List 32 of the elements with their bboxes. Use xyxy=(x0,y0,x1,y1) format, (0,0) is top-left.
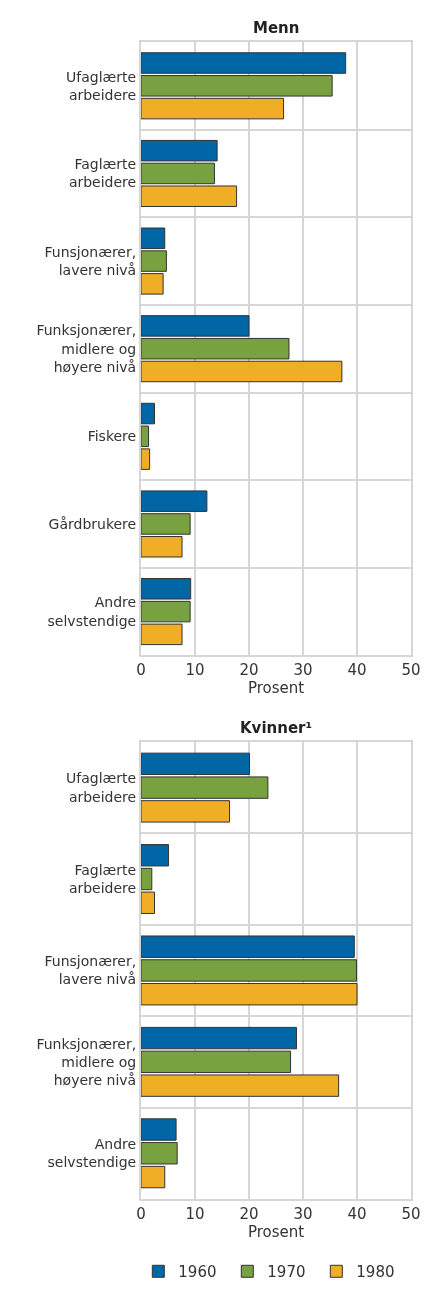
x-tick-label: 40 xyxy=(347,661,367,680)
legend-label: 1970 xyxy=(267,1263,306,1282)
x-tick-label: 50 xyxy=(401,1205,421,1223)
y-tick-label: Andre selvstendige xyxy=(47,1136,137,1171)
y-tick-label: Funksjonærer, midlere og høyere nivå xyxy=(36,1035,137,1088)
x-tick-label: 30 xyxy=(293,661,313,680)
legend-label: 1960 xyxy=(178,1263,217,1282)
y-tick-label: Andre selvstendige xyxy=(47,594,137,629)
y-tick-label: Funsjonærer, lavere nivå xyxy=(44,243,137,279)
x-tick-label: 0 xyxy=(136,1205,146,1223)
y-tick-label: Funsjonærer, lavere nivå xyxy=(44,953,137,988)
x-tick-label: 20 xyxy=(239,661,259,680)
x-tick-label: 10 xyxy=(185,661,205,680)
y-tick-label: Ufaglærte arbeidere xyxy=(66,68,137,103)
x-tick-label: 30 xyxy=(293,1205,313,1223)
x-axis-title: Prosent xyxy=(247,1223,305,1241)
y-tick-label: Faglærte arbeidere xyxy=(68,861,137,897)
legend-label: 1980 xyxy=(356,1263,395,1282)
y-tick-label: Faglærte arbeidere xyxy=(68,156,137,191)
chart-title: Menn xyxy=(253,19,300,37)
x-tick-label: 40 xyxy=(347,1205,367,1223)
x-axis-title: Prosent xyxy=(247,679,305,698)
y-tick-label: Gårdbrukere xyxy=(48,515,137,532)
x-tick-label: 0 xyxy=(136,661,146,680)
y-tick-label: Funksjonærer, midlere og høyere nivå xyxy=(36,322,137,375)
chart-title: Kvinner¹ xyxy=(240,719,313,737)
x-tick-label: 50 xyxy=(401,661,421,680)
y-tick-label: Ufaglærte arbeidere xyxy=(66,770,137,805)
x-tick-label: 20 xyxy=(239,1205,259,1223)
x-tick-label: 10 xyxy=(185,1205,205,1223)
y-tick-label: Fiskere xyxy=(87,428,137,445)
bar xyxy=(141,1026,298,1050)
